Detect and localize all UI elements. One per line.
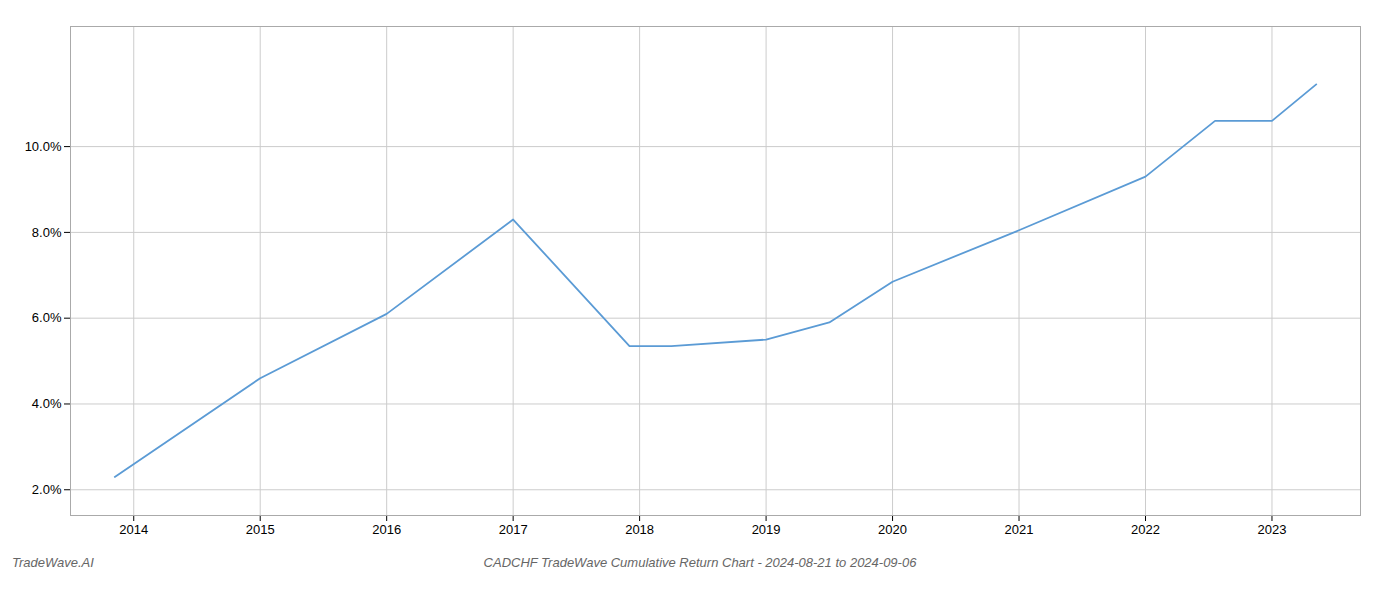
html-text:TradeWave.AI: TradeWave.AI: [12, 555, 94, 570]
svg-text:2017: 2017: [499, 522, 528, 537]
html-text:CADCHF TradeWave Cumulative Re: CADCHF TradeWave Cumulative Return Chart…: [483, 555, 917, 570]
svg-text:2022: 2022: [1131, 522, 1160, 537]
svg-text:2019: 2019: [752, 522, 781, 537]
svg-text:2.0%: 2.0%: [32, 482, 62, 497]
svg-text:2020: 2020: [878, 522, 907, 537]
svg-text:8.0%: 8.0%: [32, 225, 62, 240]
svg-text:2021: 2021: [1005, 522, 1034, 537]
svg-text:2014: 2014: [119, 522, 148, 537]
svg-text:10.0%: 10.0%: [25, 139, 62, 154]
svg-text:6.0%: 6.0%: [32, 310, 62, 325]
svg-text:2015: 2015: [246, 522, 275, 537]
svg-text:2018: 2018: [625, 522, 654, 537]
svg-text:4.0%: 4.0%: [32, 396, 62, 411]
svg-text:2023: 2023: [1258, 522, 1287, 537]
svg-text:2016: 2016: [372, 522, 401, 537]
